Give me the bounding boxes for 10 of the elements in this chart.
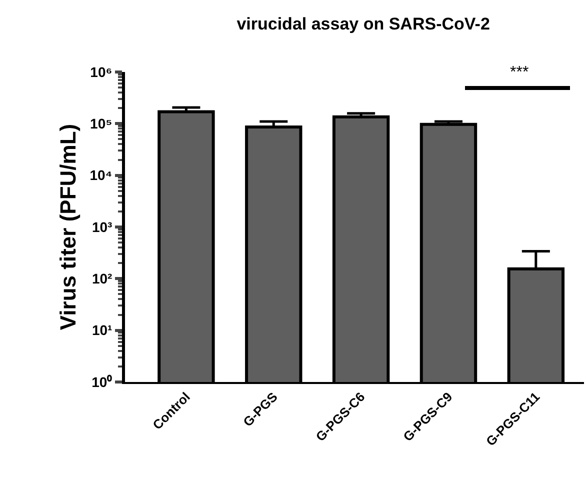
- y-tick-label: 10²: [92, 270, 113, 287]
- y-tick-label: 10³: [92, 218, 113, 235]
- y-tick-label: 10⁰: [92, 374, 112, 390]
- annotation: ***: [510, 64, 529, 81]
- y-tick-label: 10¹: [92, 322, 113, 338]
- y-tick-label: 10⁵: [90, 116, 112, 132]
- y-axis-title: Virus titer (PFU/mL): [56, 124, 80, 330]
- y-tick-label: 10⁶: [90, 64, 112, 80]
- y-tick-label: 10⁴: [90, 167, 112, 184]
- chart-title: virucidal assay on SARS-CoV-2: [236, 14, 490, 34]
